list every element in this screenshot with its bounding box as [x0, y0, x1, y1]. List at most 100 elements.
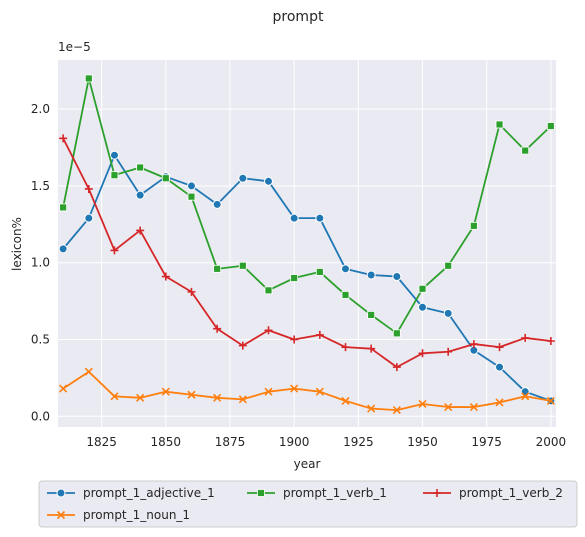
grid	[58, 60, 556, 427]
series-prompt_1_adjective_1	[58, 150, 556, 406]
data-point	[341, 291, 350, 299]
series-prompt_1_verb_1	[59, 74, 555, 338]
data-point	[392, 272, 402, 282]
data-point	[187, 192, 196, 201]
x-tick-label: 1950	[407, 435, 438, 449]
data-point	[521, 146, 530, 155]
data-point	[341, 264, 351, 274]
data-point	[495, 398, 504, 407]
data-point	[84, 213, 94, 223]
data-point	[290, 335, 299, 344]
legend-marker	[433, 489, 441, 497]
data-point	[186, 181, 196, 191]
data-point	[213, 393, 222, 402]
data-point	[84, 184, 93, 193]
legend-label: prompt_1_verb_1	[283, 486, 387, 500]
data-point	[341, 343, 350, 352]
legend-marker	[257, 489, 265, 497]
legend-marker	[56, 510, 66, 520]
data-point	[212, 199, 222, 209]
series-prompt_1_noun_1	[59, 367, 555, 415]
data-point	[264, 286, 273, 295]
data-point	[264, 387, 273, 396]
data-point	[238, 261, 247, 270]
x-tick-label: 1825	[86, 435, 117, 449]
x-tick-label: 2000	[536, 435, 567, 449]
data-point	[238, 341, 247, 350]
data-point	[135, 190, 145, 200]
data-point	[444, 347, 453, 356]
data-point	[289, 213, 299, 223]
data-point	[546, 337, 555, 346]
data-point	[521, 333, 530, 342]
series-line	[62, 370, 552, 412]
legend-entry: prompt_1_adjective_1	[47, 486, 215, 500]
series-line	[62, 154, 552, 402]
data-point	[366, 270, 376, 280]
data-point	[187, 390, 196, 399]
legend: prompt_1_adjective_1 prompt_1_verb_1 promp…	[38, 480, 578, 528]
data-point	[392, 329, 401, 338]
y-tick-label: 1.5	[31, 179, 50, 193]
data-point	[136, 393, 145, 402]
plot-background	[58, 60, 556, 427]
data-point	[392, 406, 401, 415]
data-point	[59, 203, 68, 212]
data-point	[546, 396, 555, 405]
data-point	[495, 343, 504, 352]
data-point	[110, 171, 119, 180]
x-tick-label: 1900	[279, 435, 310, 449]
data-point	[367, 311, 376, 319]
legend-label: prompt_1_verb_2	[459, 486, 563, 500]
data-point	[418, 302, 428, 312]
data-point	[392, 363, 401, 372]
legend-entry: prompt_1_verb_1	[247, 486, 387, 500]
data-point	[238, 395, 247, 404]
data-point	[213, 324, 222, 333]
series-line	[62, 77, 552, 335]
data-point	[546, 122, 555, 130]
y-tick-label: 0.5	[31, 332, 50, 346]
data-point	[469, 340, 478, 349]
legend-label: prompt_1_adjective_1	[83, 486, 215, 500]
data-point	[367, 344, 376, 353]
x-tick-label: 1850	[151, 435, 182, 449]
data-point	[59, 134, 68, 143]
data-point	[469, 221, 478, 230]
data-point	[444, 261, 453, 270]
data-point	[315, 213, 325, 223]
data-point	[418, 284, 427, 293]
data-point	[84, 367, 93, 376]
x-tick-label: 1975	[471, 435, 502, 449]
data-point	[315, 268, 324, 276]
series-layer	[58, 74, 556, 415]
x-tick-label: 1875	[215, 435, 246, 449]
data-point	[161, 387, 170, 396]
data-point	[469, 402, 478, 412]
data-point	[418, 349, 427, 358]
data-point	[263, 176, 273, 186]
data-point	[161, 174, 170, 183]
data-point	[264, 326, 273, 335]
data-point	[495, 362, 505, 372]
data-point	[187, 287, 196, 296]
data-point	[110, 392, 119, 401]
data-point	[315, 387, 324, 396]
data-point	[58, 244, 68, 254]
chart-title: prompt	[273, 9, 324, 25]
y-tick-label: 1.0	[31, 256, 50, 270]
plot-area	[58, 60, 556, 427]
data-point	[495, 120, 504, 129]
data-point	[59, 384, 68, 393]
y-tick-label: 0.0	[31, 409, 50, 423]
legend-items: prompt_1_adjective_1 prompt_1_verb_1 promp…	[47, 486, 563, 522]
legend-marker	[56, 488, 66, 498]
x-axis-ticks: 1825 1850 1875 1900 1925 1950 1975 2000	[86, 435, 566, 449]
data-point	[367, 404, 376, 413]
data-point	[136, 163, 145, 172]
data-point	[290, 274, 299, 282]
series-prompt_1_verb_2	[59, 134, 555, 372]
data-point	[84, 74, 93, 83]
data-point	[290, 384, 299, 393]
